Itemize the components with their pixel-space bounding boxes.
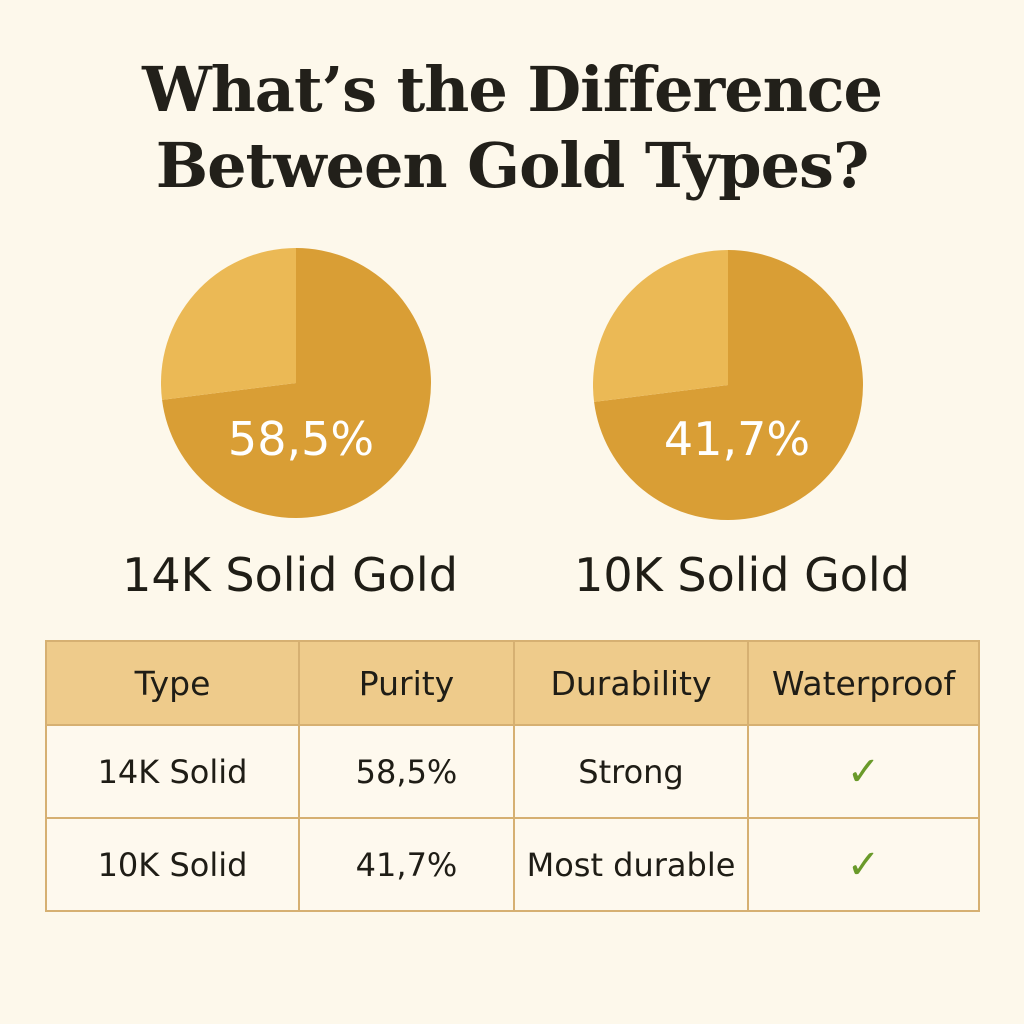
page-title: What’s the Difference Between Gold Types… (0, 52, 1024, 204)
cell-purity: 58,5% (298, 724, 515, 819)
title-line-2: Between Gold Types? (155, 129, 870, 202)
pie-slice (161, 248, 296, 400)
cell-durability: Most durable (513, 817, 749, 912)
table-row: 10K Solid 41,7% Most durable ✓ (45, 817, 980, 912)
comparison-table: Type Purity Durability Waterproof 14K So… (45, 640, 980, 912)
pie-slice (594, 250, 863, 520)
cell-purity: 41,7% (298, 817, 515, 912)
table-header-row: Type Purity Durability Waterproof (45, 640, 980, 726)
pie-slice (162, 248, 431, 518)
pie-14k-label: 58,5% (228, 412, 374, 466)
cell-durability: Strong (513, 724, 749, 819)
header-durability: Durability (513, 640, 749, 726)
cell-type: 14K Solid (45, 724, 300, 819)
pie-14k (161, 248, 431, 518)
header-type: Type (45, 640, 300, 726)
pie-10k (593, 250, 863, 520)
cell-type: 10K Solid (45, 817, 300, 912)
title-line-1: What’s the Difference (142, 53, 883, 126)
caption-14k: 14K Solid Gold (122, 548, 458, 602)
pie-slice (593, 250, 728, 402)
pie-10k-label: 41,7% (664, 412, 810, 466)
table-row: 14K Solid 58,5% Strong ✓ (45, 724, 980, 819)
header-purity: Purity (298, 640, 515, 726)
caption-10k: 10K Solid Gold (574, 548, 910, 602)
header-waterproof: Waterproof (747, 640, 980, 726)
check-icon: ✓ (747, 724, 980, 819)
check-icon: ✓ (747, 817, 980, 912)
